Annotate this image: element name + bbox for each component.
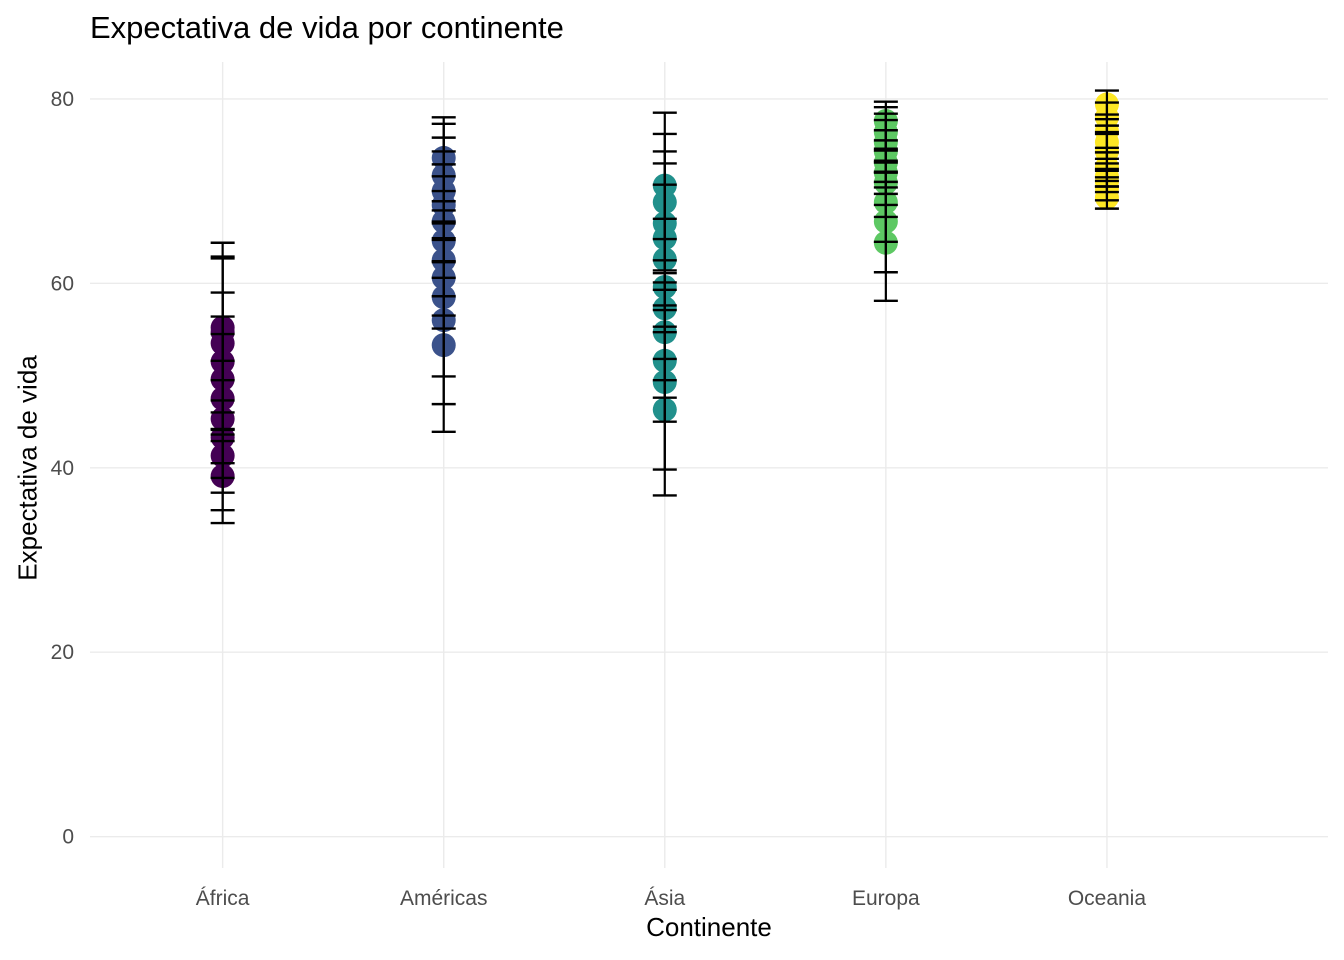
y-tick-label: 40 bbox=[51, 457, 74, 480]
tick-label-layer: 0 20 40 60 80 África Américas Ásia Europa Oceania bbox=[51, 88, 1147, 910]
x-tick-label: Oceania bbox=[1068, 887, 1147, 910]
y-tick-label: 20 bbox=[51, 641, 74, 664]
x-tick-label: Europa bbox=[852, 887, 920, 910]
x-tick-label: África bbox=[196, 887, 250, 910]
y-tick-label: 80 bbox=[51, 88, 74, 111]
x-tick-label: Américas bbox=[400, 887, 488, 910]
y-axis-label: Expectativa de vida bbox=[12, 355, 43, 581]
errorbar-layer bbox=[210, 89, 1119, 525]
x-axis-label: Continente bbox=[646, 912, 772, 942]
chart-title: Expectativa de vida por continente bbox=[90, 10, 564, 45]
grid-layer bbox=[90, 62, 1328, 868]
y-tick-label: 0 bbox=[62, 826, 74, 849]
x-tick-label: Ásia bbox=[644, 887, 685, 910]
y-tick-label: 60 bbox=[51, 272, 74, 295]
